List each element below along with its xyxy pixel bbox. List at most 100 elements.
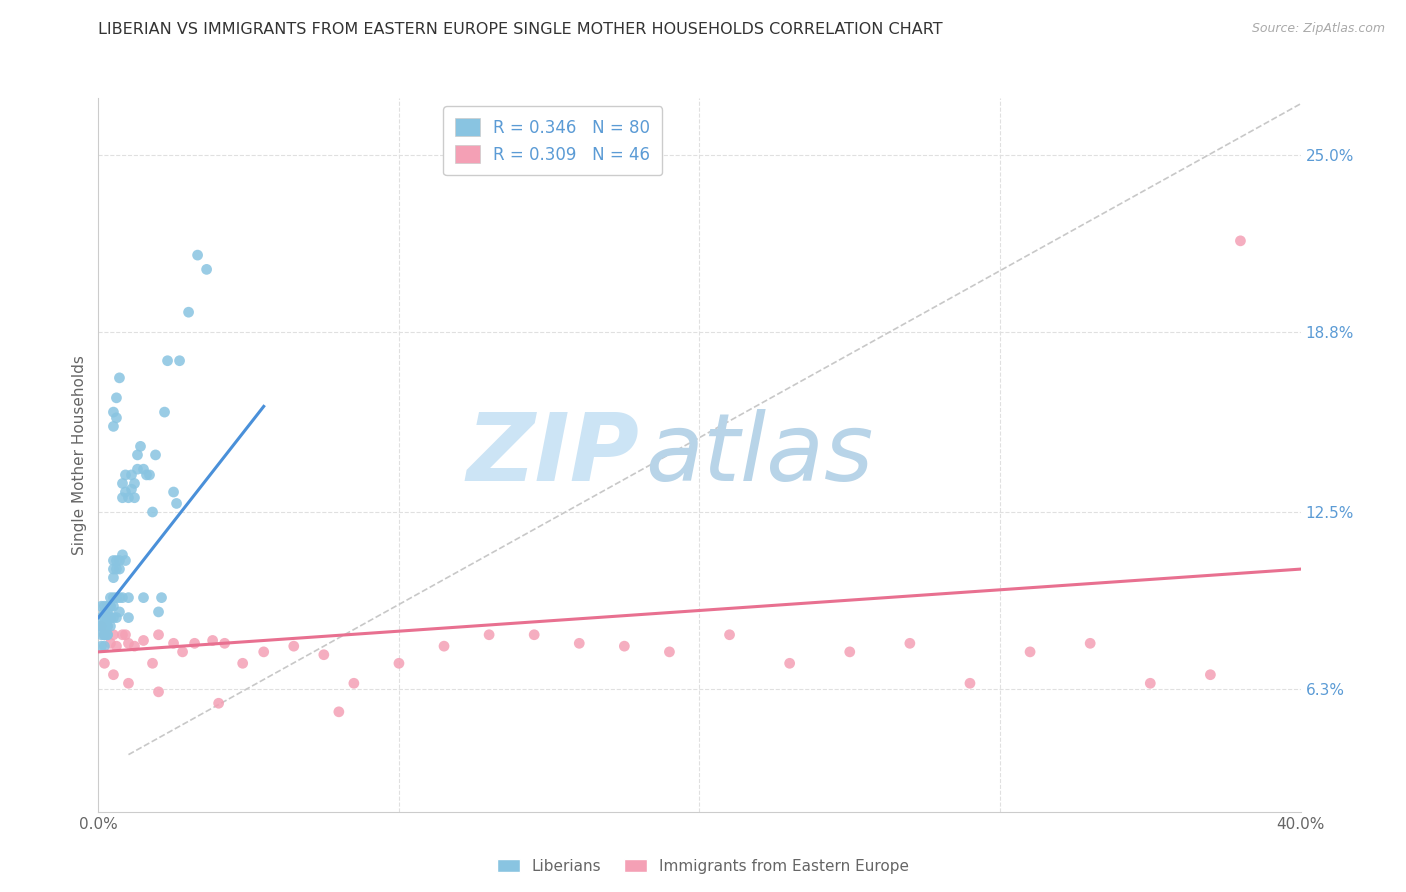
Point <box>127 448 149 462</box>
Point <box>153 405 176 419</box>
Text: atlas: atlas <box>645 409 873 500</box>
Point <box>93 628 115 642</box>
Point <box>103 628 125 642</box>
Point <box>105 639 128 653</box>
Point <box>93 639 115 653</box>
Point <box>100 610 122 624</box>
Point <box>105 553 128 567</box>
Point <box>90 619 112 633</box>
Point <box>93 657 115 671</box>
Point <box>100 610 122 624</box>
Point <box>93 628 115 642</box>
Point <box>108 371 131 385</box>
Point <box>93 619 115 633</box>
Point <box>117 636 139 650</box>
Text: Source: ZipAtlas.com: Source: ZipAtlas.com <box>1251 22 1385 36</box>
Point <box>177 305 200 319</box>
Point <box>145 448 167 462</box>
Point <box>96 619 118 633</box>
Point <box>148 605 170 619</box>
Point <box>201 633 224 648</box>
Point <box>114 553 136 567</box>
Point <box>779 657 801 671</box>
Point <box>838 645 860 659</box>
Point <box>103 405 125 419</box>
Point <box>103 610 125 624</box>
Point <box>96 610 118 624</box>
Point <box>96 628 118 642</box>
Point <box>195 262 218 277</box>
Legend: Liberians, Immigrants from Eastern Europe: Liberians, Immigrants from Eastern Europ… <box>491 853 915 880</box>
Point <box>111 628 134 642</box>
Point <box>103 571 125 585</box>
Point <box>93 599 115 614</box>
Point <box>148 685 170 699</box>
Point <box>96 628 118 642</box>
Point <box>93 619 115 633</box>
Point <box>103 667 125 681</box>
Point <box>150 591 173 605</box>
Point <box>132 591 155 605</box>
Point <box>114 467 136 482</box>
Point <box>613 639 636 653</box>
Point <box>100 599 122 614</box>
Point <box>100 599 122 614</box>
Point <box>388 657 411 671</box>
Point <box>117 591 139 605</box>
Point <box>127 462 149 476</box>
Point <box>108 562 131 576</box>
Point <box>105 562 128 576</box>
Point <box>172 645 194 659</box>
Legend: R = 0.346   N = 80, R = 0.309   N = 46: R = 0.346 N = 80, R = 0.309 N = 46 <box>443 106 662 176</box>
Point <box>111 548 134 562</box>
Point <box>108 553 131 567</box>
Point <box>959 676 981 690</box>
Point <box>141 657 163 671</box>
Point <box>1199 667 1222 681</box>
Point <box>132 633 155 648</box>
Point <box>156 353 179 368</box>
Point <box>1078 636 1101 650</box>
Point <box>108 605 131 619</box>
Point <box>105 610 128 624</box>
Point <box>148 628 170 642</box>
Point <box>93 605 115 619</box>
Point <box>114 628 136 642</box>
Point <box>169 353 191 368</box>
Point <box>129 439 152 453</box>
Point <box>96 610 118 624</box>
Y-axis label: Single Mother Households: Single Mother Households <box>72 355 87 555</box>
Point <box>162 485 184 500</box>
Point <box>1019 645 1042 659</box>
Point <box>283 639 305 653</box>
Point <box>93 628 115 642</box>
Point <box>100 619 122 633</box>
Point <box>328 705 350 719</box>
Point <box>117 491 139 505</box>
Point <box>103 599 125 614</box>
Point <box>96 628 118 642</box>
Point <box>108 591 131 605</box>
Point <box>117 610 139 624</box>
Point <box>90 619 112 633</box>
Point <box>183 636 205 650</box>
Point <box>208 696 231 710</box>
Point <box>124 491 146 505</box>
Point <box>898 636 921 650</box>
Point <box>111 476 134 491</box>
Point <box>214 636 236 650</box>
Point <box>1229 234 1251 248</box>
Point <box>90 639 112 653</box>
Text: ZIP: ZIP <box>467 409 640 501</box>
Point <box>132 462 155 476</box>
Point <box>568 636 591 650</box>
Point <box>523 628 546 642</box>
Point <box>138 467 160 482</box>
Point <box>166 496 188 510</box>
Point <box>433 639 456 653</box>
Point <box>103 553 125 567</box>
Point <box>100 591 122 605</box>
Point <box>103 591 125 605</box>
Point <box>187 248 209 262</box>
Point <box>312 648 335 662</box>
